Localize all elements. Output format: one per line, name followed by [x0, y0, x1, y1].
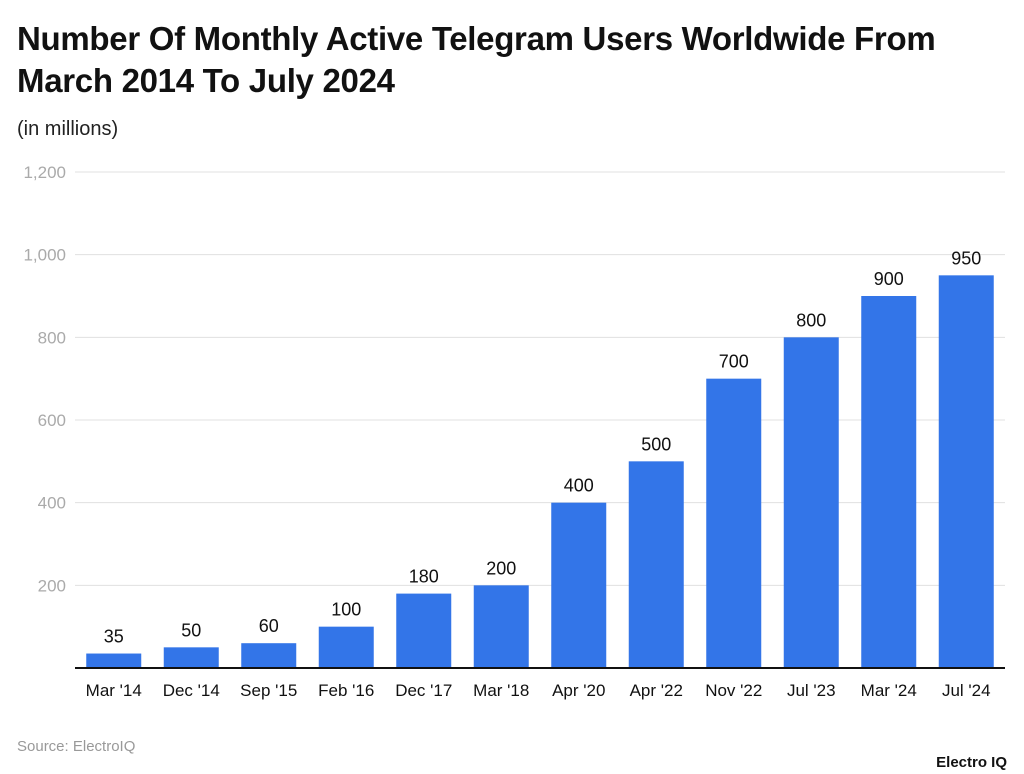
data-label: 800 [796, 310, 826, 330]
data-label: 900 [874, 269, 904, 289]
bar [241, 643, 297, 668]
bar [706, 378, 762, 668]
bar [163, 647, 219, 668]
x-tick-label: Apr '20 [552, 681, 605, 700]
data-label: 700 [719, 352, 749, 372]
y-tick-label: 200 [38, 576, 66, 595]
source-note: Source: ElectroIQ [17, 738, 136, 755]
x-tick-label: Jul '24 [942, 681, 991, 700]
bar [473, 585, 529, 668]
data-label: 100 [331, 600, 361, 620]
y-tick-label: 800 [38, 328, 66, 347]
bar [628, 461, 684, 668]
data-label: 950 [951, 248, 981, 268]
y-tick-label: 1,000 [23, 246, 66, 265]
x-tick-label: Dec '17 [395, 681, 452, 700]
data-label: 35 [104, 627, 124, 647]
data-label: 500 [641, 434, 671, 454]
x-tick-label: Mar '24 [861, 681, 917, 700]
chart-title: Number Of Monthly Active Telegram Users … [17, 20, 936, 99]
bar [938, 275, 994, 668]
x-tick-label: Nov '22 [705, 681, 762, 700]
x-tick-label: Jul '23 [787, 681, 836, 700]
data-label: 60 [259, 616, 279, 636]
data-label: 180 [409, 567, 439, 587]
y-tick-label: 600 [38, 411, 66, 430]
bar [396, 593, 452, 668]
bar [783, 337, 839, 668]
x-tick-label: Apr '22 [630, 681, 683, 700]
x-tick-label: Dec '14 [163, 681, 220, 700]
chart-subtitle: (in millions) [17, 118, 119, 140]
data-label: 400 [564, 476, 594, 496]
data-label: 200 [486, 558, 516, 578]
logo: Electro IQ [936, 754, 1007, 771]
x-tick-label: Feb '16 [318, 681, 374, 700]
x-tick-label: Mar '14 [86, 681, 142, 700]
bar [551, 502, 607, 668]
bar [318, 626, 374, 668]
y-tick-label: 400 [38, 494, 66, 513]
x-tick-label: Sep '15 [240, 681, 297, 700]
bar [86, 653, 142, 668]
y-tick-label: 1,200 [23, 163, 66, 182]
data-label: 50 [181, 620, 201, 640]
bar [861, 296, 917, 668]
x-tick-label: Mar '18 [473, 681, 529, 700]
